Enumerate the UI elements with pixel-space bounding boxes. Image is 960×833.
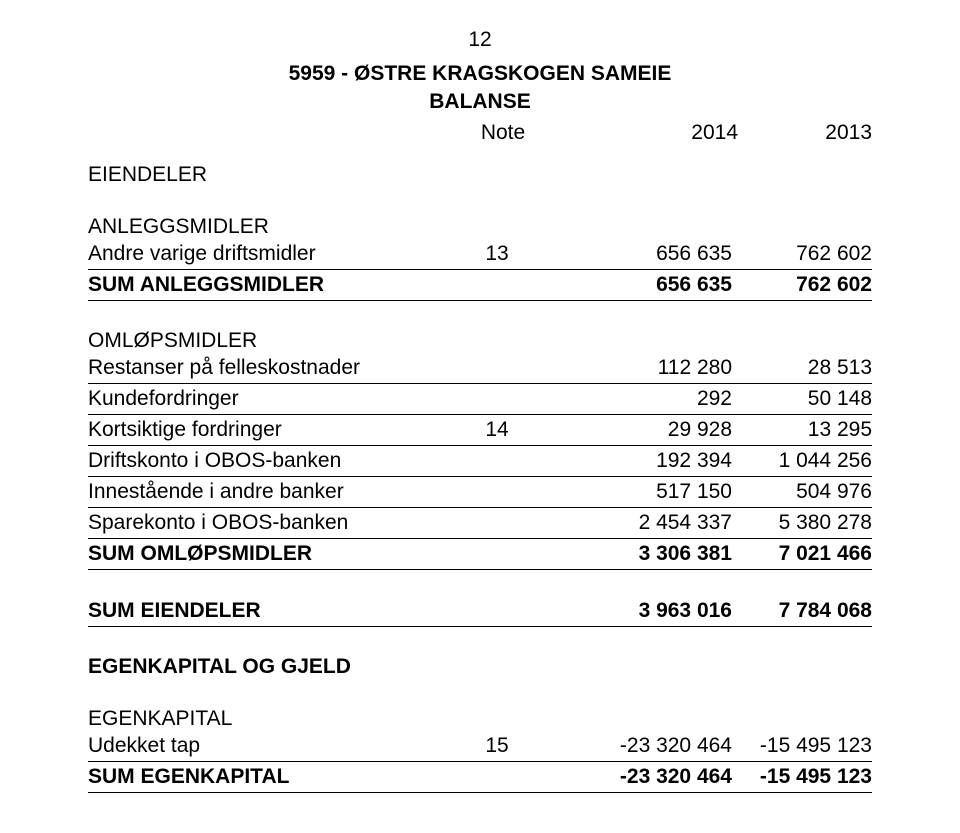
egenkapital-heading: EGENKAPITAL (88, 707, 872, 731)
title-line-1: 5959 - ØSTRE KRAGSKOGEN SAMEIE (88, 60, 872, 88)
row-y2: 762 602 (732, 269, 872, 300)
row-note (442, 476, 552, 507)
table-row: Kundefordringer 292 50 148 (88, 383, 872, 414)
row-note: 14 (442, 414, 552, 445)
row-note (442, 353, 552, 384)
row-label: Driftskonto i OBOS-banken (88, 445, 442, 476)
row-y1: 656 635 (552, 239, 732, 270)
row-label: Restanser på felleskostnader (88, 353, 442, 384)
table-row: Andre varige driftsmidler 13 656 635 762… (88, 239, 872, 270)
title-block: 5959 - ØSTRE KRAGSKOGEN SAMEIE BALANSE (88, 60, 872, 117)
row-note (442, 383, 552, 414)
row-y1: 2 454 337 (552, 507, 732, 538)
table-row: Kortsiktige fordringer 14 29 928 13 295 (88, 414, 872, 445)
table-row: Driftskonto i OBOS-banken 192 394 1 044 … (88, 445, 872, 476)
row-label: Kortsiktige fordringer (88, 414, 442, 445)
row-label: Innestående i andre banker (88, 476, 442, 507)
row-y1: 3 306 381 (552, 538, 732, 569)
col-header-blank (88, 121, 448, 145)
row-y2: -15 495 123 (732, 731, 872, 762)
row-y1: 3 963 016 (552, 596, 732, 627)
row-note (442, 596, 552, 627)
row-y1: 112 280 (552, 353, 732, 384)
row-y2: 7 021 466 (732, 538, 872, 569)
col-header-year1: 2014 (558, 121, 738, 145)
row-y1: 292 (552, 383, 732, 414)
row-y2: 50 148 (732, 383, 872, 414)
row-y2: -15 495 123 (732, 761, 872, 792)
row-y2: 7 784 068 (732, 596, 872, 627)
row-label: SUM EGENKAPITAL (88, 761, 442, 792)
omlopsmidler-heading: OMLØPSMIDLER (88, 329, 872, 353)
row-note (442, 507, 552, 538)
row-note (442, 761, 552, 792)
row-note: 13 (442, 239, 552, 270)
row-y2: 13 295 (732, 414, 872, 445)
sum-row: SUM EIENDELER 3 963 016 7 784 068 (88, 596, 872, 627)
row-y1: 29 928 (552, 414, 732, 445)
row-y2: 1 044 256 (732, 445, 872, 476)
row-note (442, 538, 552, 569)
row-y2: 28 513 (732, 353, 872, 384)
row-y1: -23 320 464 (552, 761, 732, 792)
egenkapital-og-gjeld-heading: EGENKAPITAL OG GJELD (88, 655, 872, 679)
row-y2: 762 602 (732, 239, 872, 270)
row-note (442, 269, 552, 300)
row-label: Sparekonto i OBOS-banken (88, 507, 442, 538)
row-y2: 5 380 278 (732, 507, 872, 538)
row-label: Andre varige driftsmidler (88, 239, 442, 270)
table-row: Restanser på felleskostnader 112 280 28 … (88, 353, 872, 384)
row-y1: 656 635 (552, 269, 732, 300)
col-header-note: Note (448, 121, 558, 145)
eiendeler-heading: EIENDELER (88, 163, 872, 187)
row-label: SUM EIENDELER (88, 596, 442, 627)
balance-sheet-page: 12 5959 - ØSTRE KRAGSKOGEN SAMEIE BALANS… (0, 0, 960, 833)
sum-row: SUM EGENKAPITAL -23 320 464 -15 495 123 (88, 761, 872, 792)
row-note: 15 (442, 731, 552, 762)
table-row: Udekket tap 15 -23 320 464 -15 495 123 (88, 731, 872, 762)
row-label: SUM OMLØPSMIDLER (88, 538, 442, 569)
anleggsmidler-heading: ANLEGGSMIDLER (88, 215, 872, 239)
col-header-year2: 2013 (738, 121, 872, 145)
sum-row: SUM ANLEGGSMIDLER 656 635 762 602 (88, 269, 872, 300)
egenkapital-table: Udekket tap 15 -23 320 464 -15 495 123 S… (88, 731, 872, 793)
sum-row: SUM OMLØPSMIDLER 3 306 381 7 021 466 (88, 538, 872, 569)
row-y2: 504 976 (732, 476, 872, 507)
page-number: 12 (88, 28, 872, 52)
row-y1: -23 320 464 (552, 731, 732, 762)
column-header-line: Note 2014 2013 (88, 121, 872, 145)
row-label: Kundefordringer (88, 383, 442, 414)
table-row: Innestående i andre banker 517 150 504 9… (88, 476, 872, 507)
anleggsmidler-table: Andre varige driftsmidler 13 656 635 762… (88, 239, 872, 301)
table-row: Sparekonto i OBOS-banken 2 454 337 5 380… (88, 507, 872, 538)
omlopsmidler-table: Restanser på felleskostnader 112 280 28 … (88, 353, 872, 570)
sum-eiendeler-table: SUM EIENDELER 3 963 016 7 784 068 (88, 596, 872, 627)
row-label: Udekket tap (88, 731, 442, 762)
row-label: SUM ANLEGGSMIDLER (88, 269, 442, 300)
row-y1: 192 394 (552, 445, 732, 476)
title-line-2: BALANSE (88, 88, 872, 116)
row-y1: 517 150 (552, 476, 732, 507)
row-note (442, 445, 552, 476)
